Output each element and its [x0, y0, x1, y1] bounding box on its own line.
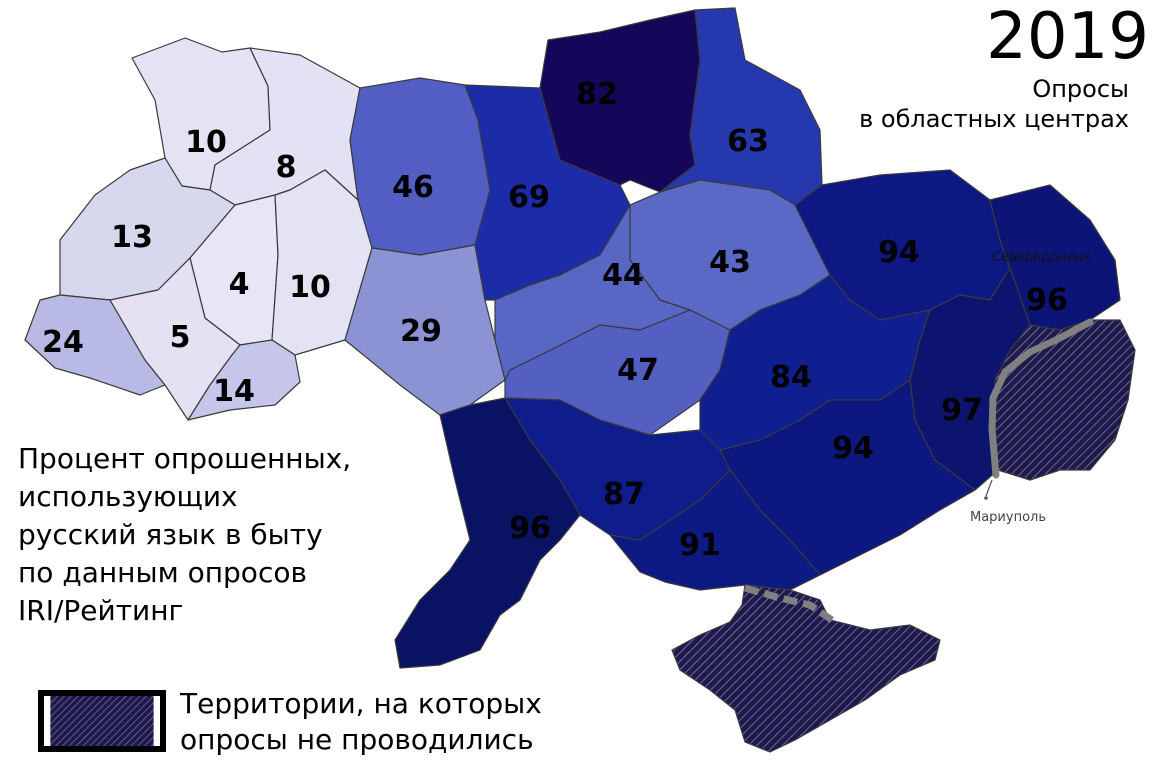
legend-text: Территории, на которых опросы не проводи…: [180, 686, 640, 758]
value-dnipropetrovsk: 84: [770, 360, 812, 395]
crimea-boundary-line: [744, 584, 834, 623]
caption-line-5: IRI/Рейтинг: [18, 594, 184, 627]
value-zhytomyr: 46: [392, 170, 434, 205]
subtitle-line-2: в областных центрах: [859, 105, 1129, 133]
value-chernivtsi: 14: [213, 374, 255, 409]
value-ivano-frankivsk: 5: [170, 320, 191, 355]
legend-line-1: Территории, на которых: [180, 687, 542, 720]
no-survey-east: [994, 319, 1136, 481]
region-zhytomyr: [349, 77, 491, 256]
caption-line-1: Процент опрошенных,: [18, 442, 352, 475]
region-kherson: [609, 469, 821, 591]
value-kharkiv: 94: [878, 235, 920, 270]
value-kirovohrad: 47: [617, 353, 659, 388]
value-chernihiv: 82: [576, 77, 618, 112]
region-chernivtsi: [187, 339, 301, 421]
value-volyn: 10: [185, 125, 227, 160]
caption-line-4: по данным опросов: [18, 556, 307, 589]
value-zaporizhzhia: 94: [832, 431, 874, 466]
front-line-east: [988, 318, 1094, 479]
value-poltava: 43: [709, 245, 751, 280]
value-lviv: 13: [111, 220, 153, 255]
value-sumy: 63: [727, 124, 769, 159]
legend-line-2: опросы не проводились: [180, 723, 534, 756]
value-odesa: 96: [509, 511, 551, 546]
map-subtitle: Опросы в областных центрах: [859, 74, 1129, 134]
map-year: 2019: [986, 0, 1149, 74]
mariupol-pointer: [985, 479, 993, 497]
value-zakarpattia: 24: [42, 325, 84, 360]
region-odesa: [394, 397, 581, 669]
value-vinnytsia: 29: [400, 314, 442, 349]
subtitle-line-1: Опросы: [1032, 75, 1129, 103]
value-luhansk: 96: [1026, 283, 1068, 318]
city-label-mariupol: Мариуполь: [970, 510, 1046, 525]
value-kyiv: 69: [508, 180, 550, 215]
caption-line-2: использующих: [18, 480, 238, 513]
value-rivne: 8: [276, 150, 297, 185]
value-khmelnytskyi: 10: [289, 270, 331, 305]
value-donetsk: 97: [941, 393, 983, 428]
value-kherson: 91: [679, 528, 721, 563]
caption-line-3: русский язык в быту: [18, 518, 323, 551]
legend-swatch-no-survey: [38, 690, 166, 752]
mariupol-dot: [984, 496, 988, 500]
city-label-severodonetsk: Северодонецк: [992, 250, 1091, 265]
map-caption: Процент опрошенных, использующих русский…: [18, 440, 351, 630]
no-survey-crimea: [671, 584, 941, 753]
value-ternopil: 4: [229, 267, 250, 302]
value-cherkasy: 44: [602, 258, 644, 293]
value-mykolaiv: 87: [603, 477, 645, 512]
